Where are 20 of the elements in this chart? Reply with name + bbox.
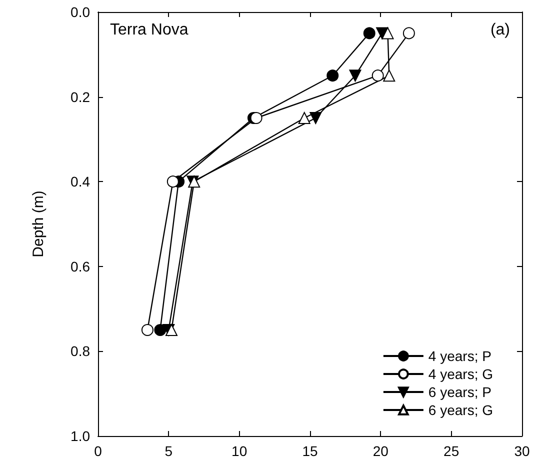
legend-label: 6 years; P [428,384,492,400]
x-tick-label: 30 [514,443,530,459]
legend-label: 4 years; G [428,366,494,382]
y-tick-label: 1.0 [70,428,90,444]
x-tick-label: 10 [232,443,248,459]
annotation: Terra Nova [110,22,188,38]
y-tick-label: 0.6 [70,258,90,274]
x-tick-label: 0 [94,443,102,459]
y-tick-label: 0.8 [70,343,90,360]
legend-label: 4 years; P [428,348,492,364]
y-tick-label: 0.0 [70,4,90,20]
x-tick-label: 25 [444,443,460,459]
x-tick-label: 5 [164,443,173,459]
y-axis-title: Depth (m) [30,190,47,258]
x-tick-label: 15 [302,443,318,459]
annotation: (a) [490,22,510,38]
legend-label: 6 years; G [428,402,494,418]
x-tick-label: 20 [372,443,389,459]
y-tick-label: 0.2 [70,88,90,105]
y-tick-label: 0.4 [70,174,90,190]
